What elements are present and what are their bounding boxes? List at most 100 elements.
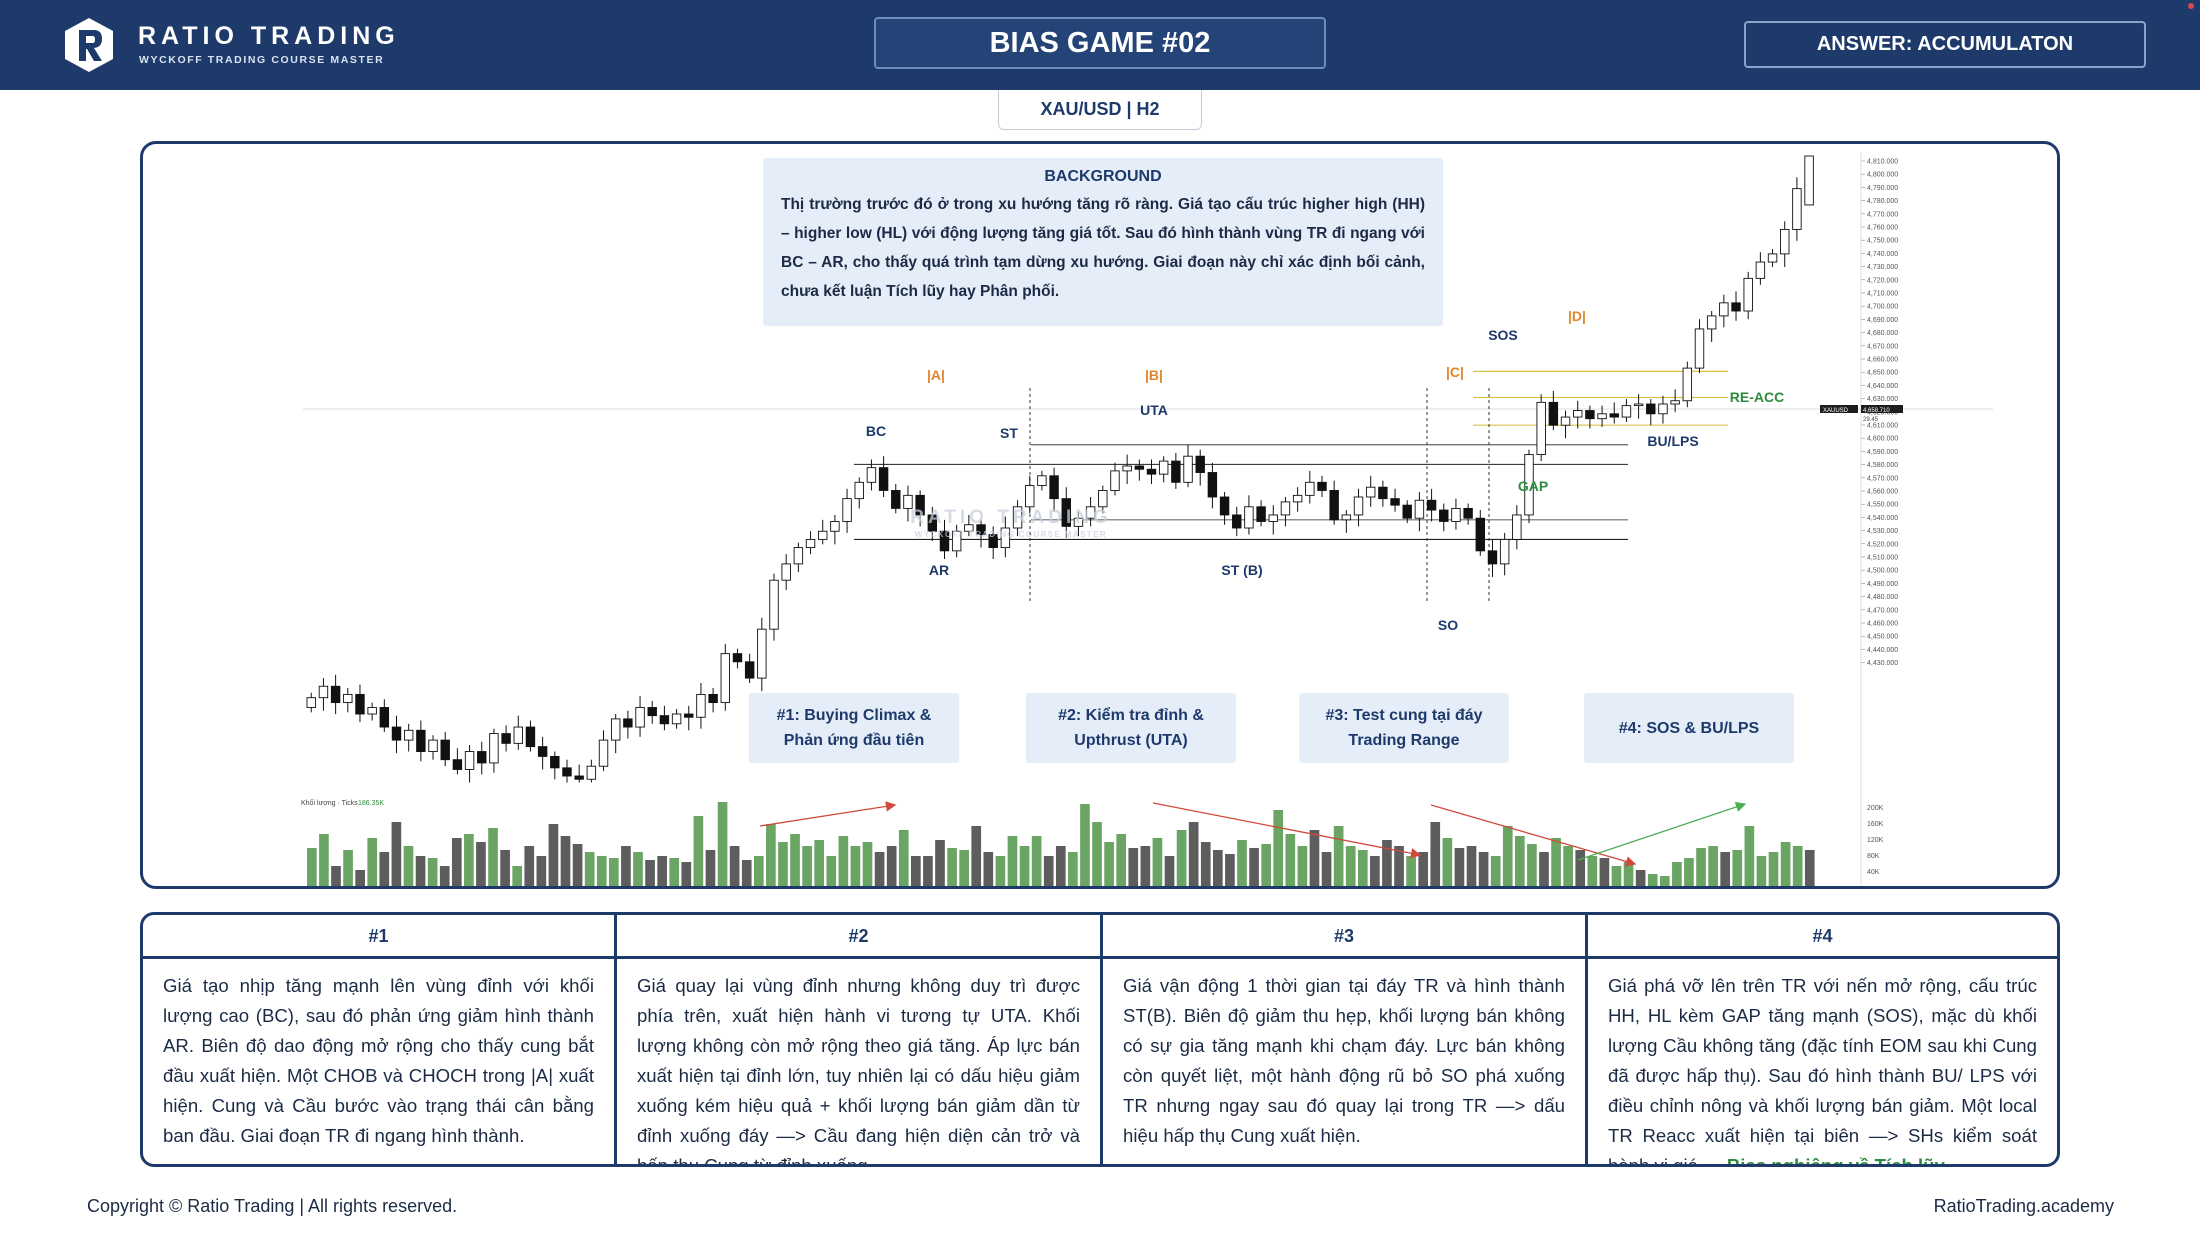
candle: [1329, 490, 1339, 521]
candle: [464, 751, 475, 770]
volume-bar: [1104, 842, 1114, 886]
volume-bar: [1647, 874, 1658, 886]
volume-bar: [669, 858, 680, 886]
volume-bar: [790, 834, 800, 886]
volume-bar: [621, 846, 631, 886]
volume-bar: [548, 824, 559, 886]
volume-bar: [645, 860, 655, 886]
volume-bar: [1418, 852, 1429, 886]
volume-bar: [1466, 846, 1477, 886]
price-axis-label: 4,500.000: [1867, 568, 1898, 575]
price-axis-label: 4,480.000: [1867, 594, 1898, 601]
volume-bar: [1007, 836, 1018, 886]
price-axis-label: 4,770.000: [1867, 211, 1898, 218]
volume-bar: [1575, 850, 1586, 886]
candle: [1792, 188, 1802, 230]
volume-bar: [1370, 856, 1380, 886]
phase-box-2-line2: Upthrust (UTA): [1074, 732, 1188, 749]
column-body: Giá vận động 1 thời gian tại đáy TR và h…: [1123, 975, 1565, 1146]
column-body: Giá quay lại vùng đỉnh nhưng không duy t…: [637, 975, 1080, 1167]
candle: [1536, 401, 1546, 456]
volume-bar: [1382, 840, 1392, 886]
label-st: ST: [1000, 425, 1018, 441]
volume-value: 186.35K: [358, 800, 384, 807]
volume-bar: [1080, 804, 1090, 886]
price-tag: [1820, 405, 1858, 413]
candle: [647, 707, 657, 717]
phase-box-4: #4: SOS & BU/LPS: [1584, 693, 1794, 763]
candle: [403, 729, 414, 741]
brand-name: RATIO TRADING: [138, 22, 400, 50]
volume-bar: [753, 856, 764, 886]
volume-bar: [766, 824, 776, 886]
phase-box-3-line2: Trading Range: [1348, 732, 1460, 749]
price-axis-label: 4,810.000: [1867, 159, 1898, 166]
table-column-3: #3 Giá vận động 1 thời gian tại đáy TR v…: [1103, 915, 1588, 1164]
candle: [951, 530, 962, 552]
volume-bar: [355, 870, 365, 886]
column-header: #3: [1103, 915, 1585, 959]
price-axis-label: 4,700.000: [1867, 304, 1898, 311]
volume-bar: [1768, 852, 1779, 886]
volume-bar: [1068, 852, 1078, 886]
price-axis-label: 4,540.000: [1867, 515, 1898, 522]
candle: [586, 765, 597, 780]
candle: [1195, 455, 1205, 473]
background-title: BACKGROUND: [1044, 168, 1162, 185]
column-header: #4: [1588, 915, 2057, 959]
site-link[interactable]: RatioTrading.academy: [1933, 1196, 2114, 1216]
candle: [1609, 413, 1619, 418]
label-re-acc: RE-ACC: [1730, 389, 1784, 405]
copyright: Copyright © Ratio Trading | All rights r…: [87, 1196, 458, 1216]
volume-bar: [850, 846, 861, 886]
candle: [318, 685, 329, 699]
watermark-text: RATIO TRADING: [910, 507, 1112, 528]
candle: [1512, 514, 1522, 540]
column-body: Giá tạo nhịp tăng mạnh lên vùng đỉnh với…: [163, 975, 594, 1146]
candle: [477, 751, 487, 764]
volume-bar: [1357, 850, 1368, 886]
chart-panel: 4,810.000 4,800.000 4,790.000 4,780.000 4,77…: [140, 141, 2060, 889]
volume-bar: [874, 852, 885, 886]
candle: [866, 467, 877, 483]
volume-arrow-4: [1577, 801, 1747, 861]
volume-bar: [633, 852, 643, 886]
volume-bar: [1623, 862, 1634, 886]
candle: [1706, 315, 1717, 330]
volume-axis-label: 200K: [1867, 805, 1884, 812]
candle: [854, 481, 864, 500]
price-axis-label: 4,610.000: [1867, 423, 1898, 430]
candle: [1524, 454, 1534, 516]
candle: [550, 755, 560, 769]
candle: [659, 715, 670, 725]
volume-bar: [307, 848, 317, 886]
price-axis-label: 4,580.000: [1867, 462, 1898, 469]
volume-bar: [1478, 852, 1489, 886]
candle: [1037, 475, 1047, 487]
volume-bar: [1539, 852, 1549, 886]
volume-bar: [1140, 846, 1151, 886]
volume-bar: [657, 856, 667, 886]
candle: [1682, 367, 1693, 402]
candle: [1305, 481, 1315, 496]
candle: [330, 685, 341, 704]
volume-bar: [319, 834, 329, 886]
symbol-label: XAU/USD | H2: [998, 90, 1202, 130]
candle: [1085, 506, 1096, 519]
volume-bar: [1732, 850, 1743, 886]
page-title: BIAS GAME #02: [874, 17, 1326, 69]
volume-bar: [464, 834, 474, 886]
volume-bar: [1225, 854, 1235, 886]
price-tag-value: 4,658.710: [1863, 408, 1890, 414]
candle: [1731, 302, 1741, 312]
volume-bar: [1273, 810, 1284, 886]
candle: [1341, 514, 1352, 521]
volume-bar: [439, 866, 450, 886]
candle: [830, 521, 840, 532]
candle: [1402, 504, 1412, 519]
table-column-2: #2 Giá quay lại vùng đỉnh nhưng không du…: [617, 915, 1103, 1164]
ratio-trading-logo-icon: [65, 18, 113, 72]
volume-bar: [596, 856, 607, 886]
volume-bar: [923, 856, 933, 886]
candle: [1000, 527, 1011, 549]
